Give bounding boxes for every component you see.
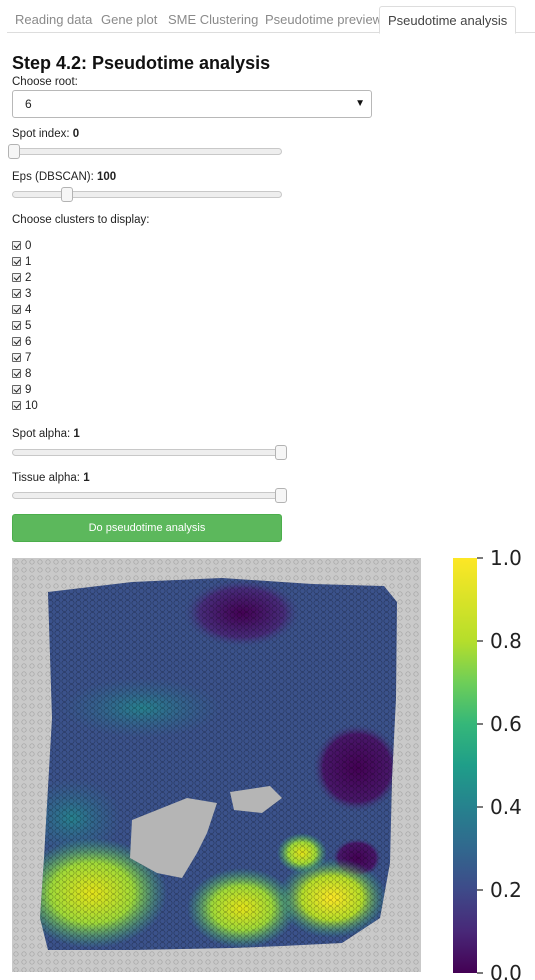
eps-value: 100	[97, 171, 117, 183]
checkbox-checked-icon[interactable]	[12, 305, 21, 314]
checkbox-checked-icon[interactable]	[12, 241, 21, 250]
root-label: Choose root:	[12, 76, 78, 88]
pseudotime-colorbar: 1.0 0.8 0.6 0.4 0.2 0.0	[453, 548, 522, 980]
spot-alpha-label: Spot alpha: 1	[12, 428, 80, 440]
cluster-checkbox-8[interactable]: 8	[12, 367, 31, 381]
eps-slider-handle[interactable]	[61, 187, 73, 202]
spot-index-slider-handle[interactable]	[8, 144, 20, 159]
cluster-option-label: 4	[25, 304, 32, 316]
checkbox-checked-icon[interactable]	[12, 289, 21, 298]
cluster-option-label: 10	[25, 400, 38, 412]
clusters-label: Choose clusters to display:	[12, 214, 150, 226]
tissue-alpha-label-text: Tissue alpha:	[12, 472, 80, 484]
spot-alpha-slider[interactable]	[12, 445, 287, 460]
spot-index-value: 0	[72, 128, 80, 140]
cluster-checkbox-9[interactable]: 9	[12, 383, 31, 397]
tab-gene-plot[interactable]: Gene plot	[101, 12, 158, 27]
caret-down-icon: ▼	[355, 98, 365, 109]
checkbox-checked-icon[interactable]	[12, 273, 21, 282]
page-title: Step 4.2: Pseudotime analysis	[12, 53, 271, 73]
tab-pseudotime-preview[interactable]: Pseudotime preview	[265, 12, 383, 27]
colorbar-tick-label: 0.0	[490, 961, 522, 980]
cluster-checkbox-1[interactable]: 1	[12, 255, 31, 269]
do-pseudotime-analysis-button[interactable]: Do pseudotime analysis	[12, 514, 282, 542]
spot-index-slider[interactable]	[8, 144, 282, 159]
spot-alpha-value: 1	[73, 428, 80, 440]
spot-alpha-label-text: Spot alpha:	[12, 428, 71, 440]
tissue-alpha-value: 1	[83, 472, 90, 484]
root-select-value: 6	[25, 97, 32, 111]
cluster-option-label: 3	[25, 288, 32, 300]
checkbox-checked-icon[interactable]	[12, 401, 21, 410]
colorbar-ticks: 1.0 0.8 0.6 0.4 0.2 0.0	[477, 548, 522, 980]
colorbar-gradient	[453, 558, 477, 973]
checkbox-checked-icon[interactable]	[12, 337, 21, 346]
checkbox-checked-icon[interactable]	[12, 321, 21, 330]
cluster-option-label: 9	[25, 384, 32, 396]
tissue-alpha-slider[interactable]	[12, 488, 287, 503]
colorbar-tick-label: 0.4	[490, 795, 522, 819]
tab-reading-data[interactable]: Reading data	[15, 12, 93, 27]
checkbox-checked-icon[interactable]	[12, 257, 21, 266]
tab-sme-clustering[interactable]: SME Clustering	[168, 12, 259, 27]
cluster-option-label: 6	[25, 336, 32, 348]
cluster-option-label: 0	[25, 240, 32, 252]
tab-pseudotime-analysis[interactable]: Pseudotime analysis	[379, 6, 517, 34]
cluster-checkbox-2[interactable]: 2	[12, 271, 31, 285]
root-select[interactable]: 6 ▼	[12, 90, 372, 118]
checkbox-checked-icon[interactable]	[12, 353, 21, 362]
eps-label-text: Eps (DBSCAN):	[12, 171, 94, 183]
spot-alpha-slider-handle[interactable]	[275, 445, 287, 460]
cluster-checkbox-0[interactable]: 0	[12, 239, 31, 253]
cluster-checkbox-10[interactable]: 10	[12, 399, 38, 413]
spot-index-label-text: Spot index:	[12, 128, 70, 140]
cluster-option-label: 1	[25, 256, 32, 268]
tissue-alpha-label: Tissue alpha: 1	[12, 472, 90, 484]
cluster-checkbox-3[interactable]: 3	[12, 287, 31, 301]
colorbar-tick-label: 0.6	[490, 712, 522, 736]
checkbox-checked-icon[interactable]	[12, 385, 21, 394]
spot-index-label: Spot index: 0	[12, 128, 79, 140]
eps-label: Eps (DBSCAN): 100	[12, 171, 116, 183]
tissue-alpha-slider-handle[interactable]	[275, 488, 287, 503]
pseudotime-spatial-plot	[12, 558, 421, 972]
cluster-option-label: 8	[25, 368, 32, 380]
colorbar-tick-label: 1.0	[490, 548, 522, 570]
cluster-option-label: 2	[25, 272, 32, 284]
cluster-checkbox-5[interactable]: 5	[12, 319, 31, 333]
cluster-option-label: 7	[25, 352, 32, 364]
cluster-checkbox-6[interactable]: 6	[12, 335, 31, 349]
cluster-option-label: 5	[25, 320, 32, 332]
cluster-checkbox-7[interactable]: 7	[12, 351, 31, 365]
checkbox-checked-icon[interactable]	[12, 369, 21, 378]
tab-bar: Reading data Gene plot SME Clustering Ps…	[7, 6, 535, 34]
colorbar-tick-label: 0.2	[490, 878, 522, 902]
cluster-checkbox-4[interactable]: 4	[12, 303, 31, 317]
eps-slider[interactable]	[12, 187, 282, 202]
colorbar-tick-label: 0.8	[490, 629, 522, 653]
